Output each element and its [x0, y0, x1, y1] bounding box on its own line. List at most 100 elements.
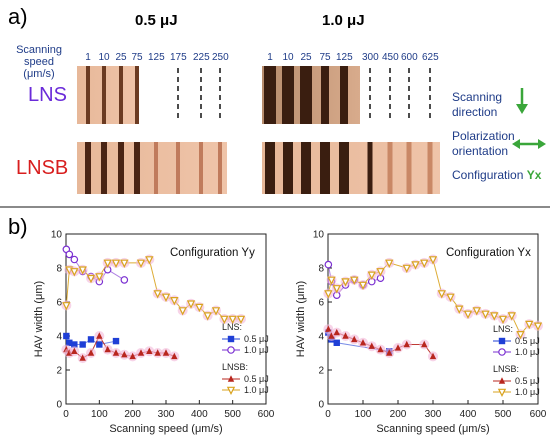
series-lnsb-2: [61, 331, 180, 364]
y-tick-label: 8: [318, 264, 324, 275]
data-point: [220, 315, 229, 325]
data-point: [79, 341, 86, 348]
data-point: [96, 341, 103, 348]
data-point: [178, 307, 187, 316]
series-lnsb-2: [323, 324, 438, 362]
speed-label: 1: [267, 52, 273, 63]
speed-label: 450: [382, 52, 399, 63]
speed-label: 75: [319, 52, 331, 63]
data-point: [103, 259, 112, 268]
speed-caption: Scanning speed (μm/s): [2, 44, 76, 80]
data-point: [327, 276, 336, 285]
y-tick-label: 8: [56, 264, 62, 275]
legend-entry: 0.5 μJ: [515, 336, 540, 346]
x-tick-label: 0: [63, 409, 69, 420]
speed-caption-line1: Scanning speed: [16, 44, 62, 68]
data-point: [533, 322, 543, 331]
lnsb-10-track: [367, 142, 373, 194]
data-point: [170, 296, 179, 306]
lns-05-track: [86, 66, 90, 124]
data-point: [455, 305, 464, 314]
data-point: [146, 347, 153, 354]
lnsb-05-tracks: [85, 142, 222, 194]
lnsb-05-track: [154, 142, 158, 194]
lns-10-track: [340, 66, 348, 124]
lns-10-track: [282, 66, 294, 124]
data-point: [324, 260, 333, 269]
legend-lnsb-header: LNSB:: [222, 362, 248, 372]
data-point: [333, 339, 340, 346]
data-point: [171, 352, 178, 360]
data-point: [429, 352, 437, 360]
lnsb-05-image: [77, 142, 227, 194]
speed-label: 10: [282, 52, 294, 63]
y-tick-label: 0: [318, 400, 324, 411]
legend-lns-header: LNS:: [222, 322, 242, 332]
lnsb-10-track: [339, 142, 349, 194]
lnsb-05-track: [85, 142, 91, 194]
polarization-line2: orientation: [452, 144, 509, 158]
lnsb-10-track: [406, 142, 412, 194]
legend-entry: 0.5 μJ: [244, 334, 269, 344]
lns-10-track: [264, 66, 276, 124]
data-point: [65, 250, 74, 259]
missing-track-dashes: [177, 68, 431, 122]
data-point: [350, 276, 359, 285]
x-tick-label: 100: [91, 409, 108, 420]
data-point: [507, 312, 516, 321]
lnsb-10-track: [283, 142, 293, 194]
lnsb-10-track: [387, 142, 393, 194]
data-point: [79, 354, 86, 361]
chart-configuration-yx: 0 100 200 300 400 500 600 0 2 4 6 8 10 Scanning speed…: [295, 230, 547, 436]
panel-a-label: a): [8, 4, 28, 29]
chart-title: Configuration Yy: [170, 247, 255, 259]
data-point: [154, 349, 161, 356]
lnsb-05-track: [118, 142, 124, 194]
polarization-label: Polarization orientation: [452, 129, 515, 159]
data-point: [386, 349, 393, 356]
data-point: [481, 310, 490, 319]
data-point: [136, 259, 146, 268]
speed-caption-line2: (μm/s): [23, 68, 55, 80]
data-point: [228, 315, 237, 325]
x-tick-label: 300: [425, 409, 442, 420]
speed-label: 1: [85, 52, 91, 63]
data-point: [227, 335, 235, 343]
y-tick-label: 2: [318, 366, 324, 377]
lnsb-10-track: [320, 142, 330, 194]
polarization-arrow: [512, 139, 546, 149]
data-point: [70, 255, 79, 264]
lnsb-05-track: [101, 142, 107, 194]
y-axis-label: HAV width (μm): [33, 281, 45, 357]
speed-label: 25: [300, 52, 312, 63]
data-point: [78, 266, 87, 275]
data-point: [129, 352, 136, 360]
lnsb-05-track: [199, 142, 203, 194]
data-point: [498, 348, 506, 356]
panel-b-label: b): [8, 214, 28, 239]
data-point: [498, 315, 508, 325]
lns-10-track: [300, 66, 312, 124]
data-point: [66, 339, 73, 346]
y-tick-label: 4: [318, 332, 324, 343]
configuration-label: Configuration Yx: [452, 168, 541, 183]
data-point: [498, 337, 506, 345]
data-point: [325, 325, 332, 332]
data-point: [525, 320, 534, 330]
legend-entry: 1.0 μJ: [515, 347, 540, 357]
speed-label: 250: [212, 52, 229, 63]
lns-10-tracks: [264, 66, 348, 124]
data-point: [137, 349, 145, 356]
data-point: [227, 346, 235, 354]
x-tick-label: 500: [495, 409, 512, 420]
x-axis-label: Scanning speed (μm/s): [109, 423, 222, 435]
data-point: [71, 347, 78, 354]
data-point: [227, 375, 235, 382]
data-point: [490, 312, 499, 321]
speed-label: 300: [362, 52, 379, 63]
data-point: [359, 339, 367, 346]
data-point: [463, 310, 473, 319]
data-point: [95, 273, 104, 282]
polarization-line1: Polarization: [452, 129, 515, 143]
legend-entry: 1.0 μJ: [244, 345, 269, 355]
